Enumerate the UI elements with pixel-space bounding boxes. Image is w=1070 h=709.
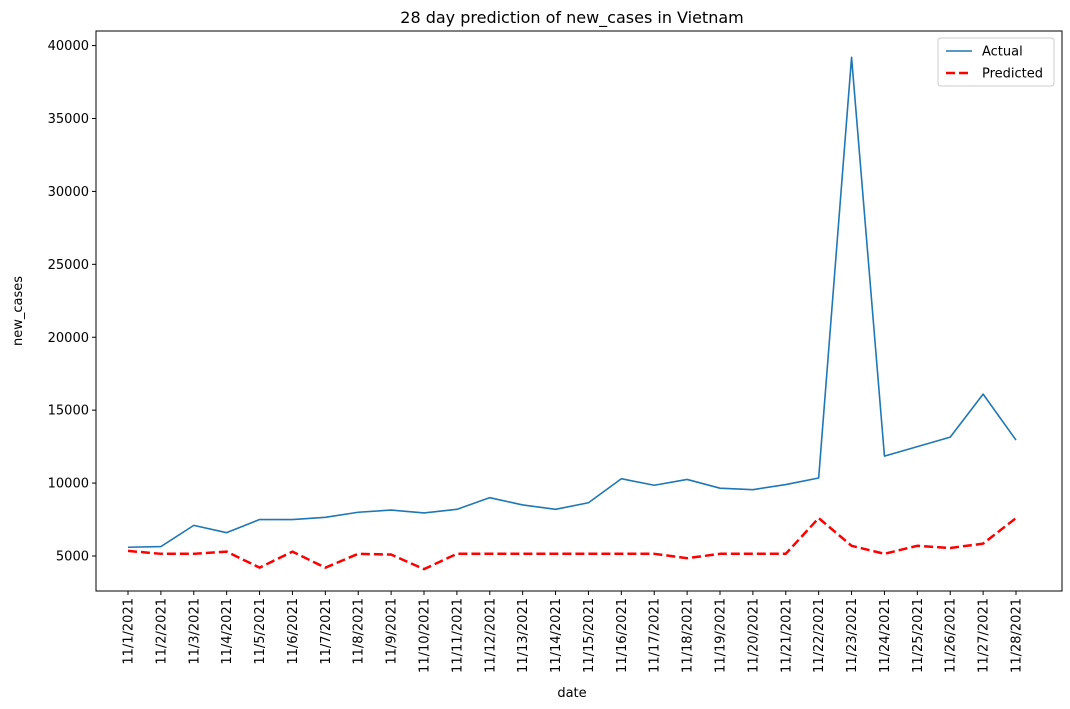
x-tick-label: 11/16/2021 [615, 598, 630, 673]
x-tick-label: 11/13/2021 [516, 598, 531, 673]
y-tick-label: 40000 [48, 39, 89, 54]
x-tick-label: 11/19/2021 [714, 598, 729, 673]
y-tick-label: 25000 [48, 258, 89, 273]
y-axis: 5000 10000 15000 20000 25000 30000 35000 40000 [48, 39, 96, 565]
x-tick-label: 11/15/2021 [582, 598, 597, 673]
x-tick-label: 11/3/2021 [187, 598, 202, 665]
legend: Actual Predicted [937, 37, 1055, 87]
y-tick-label: 5000 [56, 550, 89, 565]
chart-title: 28 day prediction of new_cases in Vietna… [400, 8, 743, 28]
y-tick-label: 35000 [48, 112, 89, 127]
legend-label-actual: Actual [982, 45, 1023, 60]
series-line-actual [127, 56, 1017, 549]
x-tick-label: 11/20/2021 [746, 598, 761, 673]
x-tick-label: 11/6/2021 [286, 598, 301, 665]
x-tick-label: 11/1/2021 [122, 598, 137, 665]
x-tick-label: 11/7/2021 [319, 598, 334, 665]
x-axis-label: date [557, 686, 586, 701]
x-tick-label: 11/12/2021 [483, 598, 498, 673]
x-tick-label: 11/26/2021 [944, 598, 959, 673]
x-tick-label: 11/22/2021 [812, 598, 827, 673]
x-tick-label: 11/4/2021 [220, 598, 235, 665]
x-tick-label: 11/17/2021 [648, 598, 663, 673]
x-tick-label: 11/24/2021 [878, 598, 893, 673]
x-tick-label: 11/23/2021 [845, 598, 860, 673]
x-tick-label: 11/25/2021 [911, 598, 926, 673]
plot-area [127, 56, 1017, 571]
x-tick-label: 11/27/2021 [977, 598, 992, 673]
y-tick-label: 30000 [48, 185, 89, 200]
y-tick-label: 15000 [48, 404, 89, 419]
plot-frame [95, 30, 1063, 592]
y-axis-label: new_cases [11, 276, 26, 346]
x-tick-label: 11/10/2021 [418, 598, 433, 673]
y-tick-label: 10000 [48, 477, 89, 492]
x-tick-label: 11/8/2021 [352, 598, 367, 665]
x-tick-label: 11/5/2021 [253, 598, 268, 665]
y-tick-label: 20000 [48, 331, 89, 346]
x-tick-label: 11/2/2021 [154, 598, 169, 665]
x-tick-label: 11/21/2021 [779, 598, 794, 673]
series-line-predicted [127, 516, 1017, 571]
x-tick-label: 11/9/2021 [385, 598, 400, 665]
x-tick-label: 11/14/2021 [549, 598, 564, 673]
x-tick-label: 11/11/2021 [450, 598, 465, 673]
x-tick-label: 11/18/2021 [681, 598, 696, 673]
x-axis: 11/1/2021 11/2/2021 11/3/2021 11/4/2021 11/5… [122, 591, 1025, 673]
legend-label-predicted: Predicted [982, 67, 1043, 82]
x-tick-label: 11/28/2021 [1010, 598, 1025, 673]
